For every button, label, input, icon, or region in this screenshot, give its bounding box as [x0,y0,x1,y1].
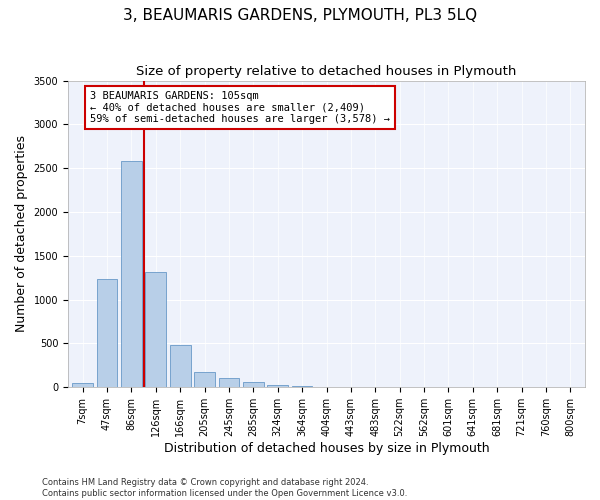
Bar [243,382,264,387]
X-axis label: Distribution of detached houses by size in Plymouth: Distribution of detached houses by size … [164,442,490,455]
Title: Size of property relative to detached houses in Plymouth: Size of property relative to detached ho… [136,65,517,78]
Text: Contains HM Land Registry data © Crown copyright and database right 2024.
Contai: Contains HM Land Registry data © Crown c… [42,478,407,498]
Bar [97,278,118,387]
Bar [218,378,239,387]
Bar [194,372,215,387]
Bar [268,386,288,387]
Bar [121,161,142,387]
Bar [72,383,93,387]
Bar [145,272,166,387]
Bar [170,345,191,387]
Text: 3, BEAUMARIS GARDENS, PLYMOUTH, PL3 5LQ: 3, BEAUMARIS GARDENS, PLYMOUTH, PL3 5LQ [123,8,477,22]
Text: 3 BEAUMARIS GARDENS: 105sqm
← 40% of detached houses are smaller (2,409)
59% of : 3 BEAUMARIS GARDENS: 105sqm ← 40% of det… [90,91,390,124]
Bar [292,386,313,387]
Y-axis label: Number of detached properties: Number of detached properties [15,136,28,332]
